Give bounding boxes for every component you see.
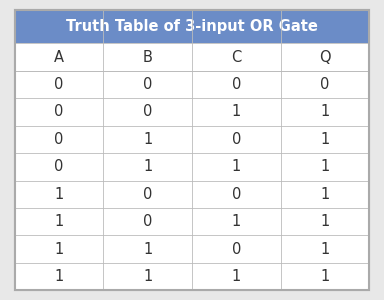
Text: 1: 1 — [320, 104, 330, 119]
Text: 0: 0 — [54, 132, 64, 147]
Text: 0: 0 — [54, 77, 64, 92]
Bar — [15, 208, 369, 236]
Text: 0: 0 — [232, 132, 241, 147]
Bar — [15, 263, 369, 290]
Bar — [15, 43, 369, 71]
Bar — [15, 10, 369, 43]
Text: 0: 0 — [143, 214, 152, 229]
Text: 1: 1 — [320, 187, 330, 202]
Text: 1: 1 — [143, 242, 152, 257]
Bar — [15, 71, 369, 98]
Text: Q: Q — [319, 50, 331, 64]
Text: 1: 1 — [320, 159, 330, 174]
Text: 1: 1 — [143, 159, 152, 174]
Bar — [15, 153, 369, 181]
Text: 0: 0 — [320, 77, 330, 92]
Text: 1: 1 — [54, 269, 64, 284]
Text: C: C — [231, 50, 242, 64]
Bar — [15, 126, 369, 153]
Text: 1: 1 — [143, 132, 152, 147]
Text: 0: 0 — [232, 242, 241, 257]
Text: 1: 1 — [320, 242, 330, 257]
Text: 1: 1 — [54, 214, 64, 229]
Text: A: A — [54, 50, 64, 64]
Bar — [15, 181, 369, 208]
Text: 1: 1 — [232, 159, 241, 174]
Text: 1: 1 — [320, 269, 330, 284]
Text: 1: 1 — [232, 104, 241, 119]
Text: 0: 0 — [232, 77, 241, 92]
Text: 0: 0 — [54, 104, 64, 119]
Text: 1: 1 — [320, 214, 330, 229]
Text: 1: 1 — [320, 132, 330, 147]
Bar — [15, 98, 369, 126]
Text: 1: 1 — [54, 187, 64, 202]
Bar — [15, 236, 369, 263]
Text: 1: 1 — [54, 242, 64, 257]
Text: 1: 1 — [232, 269, 241, 284]
Text: 0: 0 — [54, 159, 64, 174]
Text: Truth Table of 3-input OR Gate: Truth Table of 3-input OR Gate — [66, 19, 318, 34]
Text: 1: 1 — [143, 269, 152, 284]
Text: B: B — [143, 50, 152, 64]
Text: 0: 0 — [232, 187, 241, 202]
Text: 0: 0 — [143, 104, 152, 119]
Text: 0: 0 — [143, 187, 152, 202]
Text: 1: 1 — [232, 214, 241, 229]
Text: 0: 0 — [143, 77, 152, 92]
